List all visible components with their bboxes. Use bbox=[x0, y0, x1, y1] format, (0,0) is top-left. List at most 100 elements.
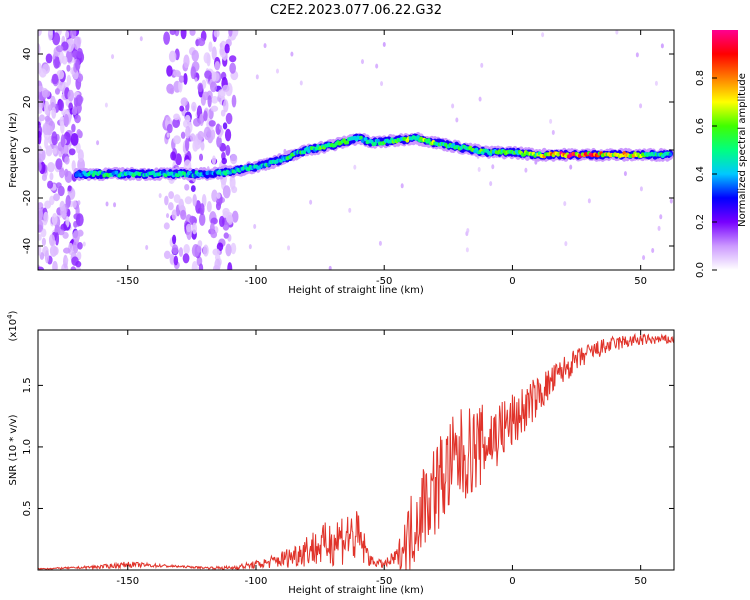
noise-speckle bbox=[199, 203, 205, 216]
noise-speckle bbox=[192, 140, 199, 152]
noise-speckle bbox=[190, 66, 196, 80]
noise-speckle bbox=[657, 225, 661, 231]
noise-speckle bbox=[211, 46, 217, 61]
y-tick-label: 0 bbox=[22, 147, 33, 153]
spectrogram-panel: -150 -100 -50 0 50 -40 -20 0 20 40 Height of str… bbox=[8, 29, 675, 296]
noise-speckle bbox=[166, 65, 173, 77]
noise-speckle bbox=[227, 262, 233, 270]
noise-speckle bbox=[230, 242, 237, 255]
noise-speckle bbox=[210, 129, 216, 140]
noise-speckle bbox=[203, 110, 208, 122]
noise-speckle bbox=[179, 105, 185, 112]
noise-speckle bbox=[587, 198, 591, 204]
x-tick-label: 0 bbox=[509, 276, 515, 287]
noise-speckle bbox=[74, 114, 81, 124]
noise-speckle bbox=[400, 183, 404, 189]
noise-speckle bbox=[615, 30, 619, 35]
spectrogram-plot-area bbox=[38, 30, 674, 270]
noise-speckle bbox=[191, 222, 198, 235]
noise-speckle bbox=[248, 244, 252, 250]
noise-speckle bbox=[169, 30, 176, 36]
noise-speckle bbox=[113, 202, 117, 208]
noise-speckle bbox=[166, 213, 170, 219]
noise-speckle bbox=[309, 199, 313, 205]
noise-speckle bbox=[189, 30, 196, 36]
snr-x-axis-label: Height of straight line (km) bbox=[288, 585, 424, 596]
noise-speckle bbox=[38, 153, 45, 163]
noise-speckle bbox=[105, 201, 109, 207]
noise-speckle bbox=[59, 200, 66, 212]
noise-speckle bbox=[47, 180, 54, 189]
noise-speckle bbox=[38, 68, 47, 78]
noise-speckle bbox=[198, 213, 206, 226]
noise-speckle bbox=[223, 232, 229, 239]
noise-speckle bbox=[189, 133, 196, 142]
colorbar: 0.0 0.2 0.4 0.6 0.8 Normalized spectral ampl… bbox=[695, 30, 748, 278]
noise-speckle bbox=[48, 234, 55, 247]
noise-speckle bbox=[219, 42, 223, 48]
noise-speckle bbox=[111, 54, 115, 60]
noise-speckle bbox=[66, 50, 73, 63]
noise-speckle bbox=[38, 207, 44, 221]
noise-speckle bbox=[52, 32, 61, 46]
noise-speckle bbox=[192, 117, 201, 127]
noise-speckle bbox=[38, 162, 42, 172]
noise-speckle bbox=[253, 223, 257, 229]
noise-speckle bbox=[173, 113, 180, 121]
noise-speckle bbox=[67, 185, 72, 192]
noise-speckle bbox=[70, 30, 77, 39]
noise-speckle bbox=[378, 240, 382, 246]
figure-title: C2E2.2023.077.06.22.G32 bbox=[270, 3, 442, 18]
noise-speckle bbox=[43, 101, 50, 115]
noise-speckle bbox=[491, 164, 495, 170]
noise-speckle bbox=[226, 214, 234, 225]
noise-speckle bbox=[353, 164, 357, 170]
noise-speckle bbox=[229, 153, 238, 165]
noise-speckle bbox=[43, 211, 49, 224]
x-tick-label: 0 bbox=[509, 576, 515, 587]
noise-speckle bbox=[200, 141, 205, 151]
snr-plot-area bbox=[38, 332, 674, 570]
spectrogram-y-axis-label: Frequency (Hz) bbox=[8, 112, 19, 188]
noise-speckle bbox=[41, 173, 47, 182]
colorbar-tick-label: 0.2 bbox=[695, 214, 706, 230]
noise-speckle bbox=[639, 103, 643, 109]
noise-speckle bbox=[64, 168, 69, 178]
noise-speckle bbox=[163, 222, 170, 230]
noise-speckle bbox=[71, 123, 76, 133]
spectrogram-y-ticks: -40 -20 0 20 40 bbox=[22, 48, 674, 254]
noise-speckle bbox=[222, 122, 228, 130]
noise-speckle bbox=[224, 128, 232, 142]
noise-speckle bbox=[222, 185, 231, 199]
noise-speckle bbox=[72, 200, 77, 209]
noise-speckle bbox=[189, 215, 195, 224]
noise-speckle bbox=[489, 181, 493, 187]
noise-speckle bbox=[197, 130, 205, 141]
snr-series-line bbox=[38, 332, 674, 570]
noise-speckle bbox=[52, 54, 56, 60]
noise-speckle bbox=[290, 51, 294, 57]
noise-speckle bbox=[38, 219, 44, 233]
noise-speckle bbox=[229, 55, 237, 63]
x-tick-label: -50 bbox=[376, 576, 392, 587]
colorbar-ticks: 0.0 0.2 0.4 0.6 0.8 bbox=[695, 70, 717, 278]
noise-speckle bbox=[197, 240, 203, 248]
colorbar-label: Normalized spectral amplitude bbox=[737, 73, 748, 227]
noise-speckle bbox=[219, 48, 225, 56]
snr-y-ticks: 0.5 1.0 1.5 bbox=[22, 377, 674, 516]
noise-speckle bbox=[173, 255, 179, 266]
noise-speckle bbox=[192, 105, 196, 111]
noise-speckle bbox=[222, 84, 230, 93]
colorbar-tick-label: 0.6 bbox=[695, 118, 706, 134]
spectrogram-frame bbox=[37, 29, 675, 271]
spectral-trace-cell bbox=[163, 173, 168, 178]
noise-speckle bbox=[75, 213, 84, 227]
snr-panel: -150 -100 -50 0 50 0.5 1.0 1.5 Height of strai… bbox=[6, 310, 675, 596]
noise-speckle bbox=[168, 191, 175, 200]
noise-speckle bbox=[206, 53, 211, 67]
noise-speckle bbox=[202, 91, 210, 101]
noise-speckle bbox=[224, 43, 230, 54]
spectrogram-x-axis-label: Height of straight line (km) bbox=[288, 285, 424, 296]
noise-speckle bbox=[208, 41, 213, 53]
